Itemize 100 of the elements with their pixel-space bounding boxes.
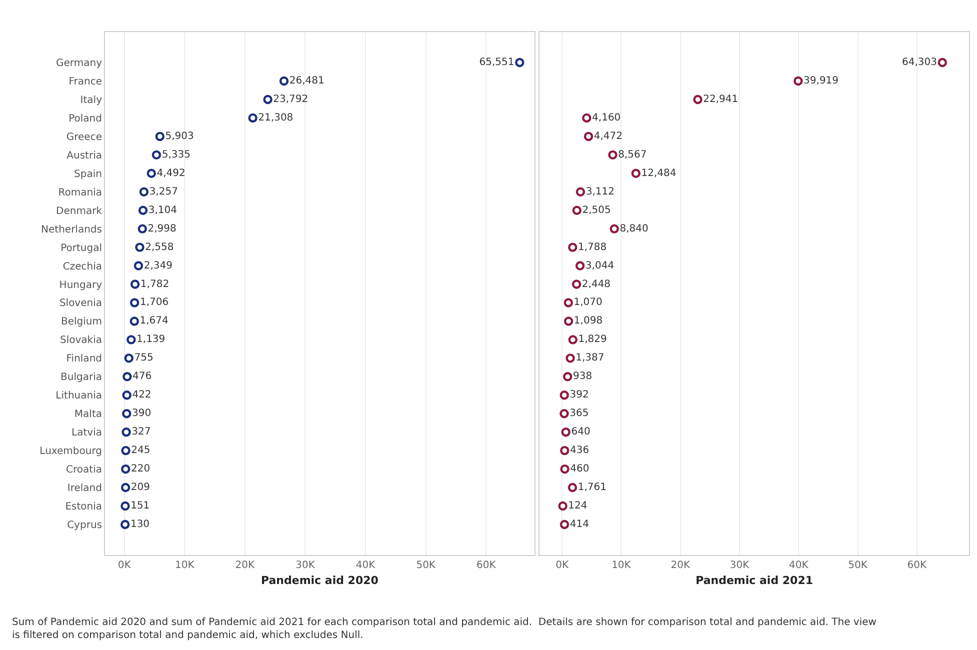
data-label: 2,448: [582, 278, 611, 290]
point: [122, 427, 131, 437]
data-label: 476: [132, 371, 152, 382]
point: [121, 464, 130, 474]
data-label: 2,349: [144, 260, 172, 272]
point: [124, 354, 134, 363]
x-tick-label: 40K: [789, 560, 809, 571]
point: [126, 335, 136, 344]
data-label: 220: [131, 464, 150, 475]
point: [130, 298, 140, 308]
data-label: 1,098: [574, 316, 603, 327]
point: [693, 94, 702, 104]
data-label: 1,387: [576, 352, 604, 364]
point: [608, 150, 618, 160]
point: [572, 206, 582, 215]
data-label: 65,551: [479, 57, 514, 68]
y-tick-label: Latvia: [72, 428, 102, 439]
y-tick-label: Estonia: [65, 502, 102, 512]
y-tick-label: Poland: [68, 113, 102, 124]
data-label: 1,788: [578, 242, 607, 253]
data-label: 5,903: [165, 130, 194, 142]
point: [794, 76, 803, 86]
point: [560, 409, 569, 418]
x-tick-label: 0K: [556, 560, 569, 571]
point: [572, 280, 582, 289]
y-tick-label: Luxembourg: [40, 446, 102, 458]
data-label: 2,998: [148, 223, 176, 234]
data-label: 64,303: [902, 57, 938, 68]
y-tick-label: Bulgaria: [60, 372, 102, 384]
data-label: 3,104: [148, 204, 178, 216]
point: [515, 58, 524, 68]
y-tick-label: Hungary: [59, 280, 102, 291]
data-label: 1,782: [140, 278, 170, 290]
point: [134, 261, 144, 270]
x-tick-label: 40K: [356, 560, 376, 571]
y-tick-label: Slovenia: [59, 298, 102, 310]
data-label: 1,706: [140, 297, 169, 308]
data-label: 8,840: [620, 223, 648, 234]
point: [561, 427, 570, 437]
point: [135, 242, 144, 252]
x-tick-label: 50K: [416, 560, 436, 571]
x-tick-label: 10K: [612, 560, 632, 571]
data-label: 327: [132, 426, 151, 438]
point: [120, 482, 130, 492]
y-tick-label: Cyprus: [67, 520, 102, 531]
point: [152, 150, 162, 160]
point: [560, 464, 570, 474]
point: [248, 113, 258, 123]
point: [564, 316, 574, 326]
point: [279, 76, 289, 86]
data-label: 1,761: [578, 482, 606, 494]
y-tick-label: Austria: [66, 150, 102, 162]
data-label: 4,472: [594, 130, 623, 142]
x-tick-label: 60K: [907, 560, 928, 571]
data-label: 436: [570, 445, 590, 456]
point: [558, 501, 568, 511]
data-label: 938: [572, 371, 592, 382]
y-tick-label: France: [68, 76, 102, 88]
y-tick-label: Ireland: [67, 483, 102, 494]
text: Sum of Pandemic aid 2020 and sum of Pandemic aid 2021 for each comparison total and pandemic aid. Details are shown for comparison total and pandemic aid. The view is filtered on comparison total and pandemic aid, which excludes Null.: [12, 617, 876, 641]
point: [130, 316, 139, 326]
y-tick-label: Denmark: [56, 206, 102, 217]
point: [610, 224, 619, 234]
y-tick-label: Germany: [56, 58, 102, 70]
point: [122, 372, 132, 382]
point: [146, 168, 156, 178]
y-tick-label: Slovakia: [60, 335, 102, 346]
point: [568, 242, 578, 252]
x-tick-label: 30K: [730, 560, 750, 571]
data-label: 151: [130, 500, 150, 512]
point: [568, 482, 578, 492]
data-label: 414: [570, 518, 589, 530]
data-label: 392: [570, 390, 589, 401]
y-tick-label: Spain: [74, 168, 102, 180]
data-label: 422: [132, 390, 152, 401]
point: [560, 446, 570, 456]
data-label: 3,257: [149, 186, 178, 198]
data-label: 5,335: [162, 149, 190, 160]
point: [121, 446, 130, 456]
data-label: 245: [131, 445, 150, 456]
y-tick-label: Croatia: [66, 464, 102, 476]
point: [575, 261, 585, 270]
point: [138, 206, 148, 215]
data-label: 4,492: [156, 168, 186, 179]
data-label: 460: [570, 464, 590, 475]
x-axis-title: Pandemic aid 2021: [696, 574, 814, 588]
data-label: 39,919: [804, 76, 839, 86]
point: [130, 280, 140, 289]
point: [120, 501, 130, 511]
data-label: 365: [570, 408, 589, 420]
data-label: 12,484: [641, 168, 676, 179]
point: [584, 132, 594, 142]
data-label: 3,112: [586, 186, 614, 198]
point: [139, 187, 149, 196]
y-tick-label: Netherlands: [41, 224, 102, 236]
point: [566, 354, 575, 363]
x-tick-label: 10K: [174, 560, 195, 571]
x-tick-label: 0K: [118, 560, 132, 571]
y-tick-label: Belgium: [61, 316, 102, 328]
data-label: 22,941: [703, 94, 738, 105]
